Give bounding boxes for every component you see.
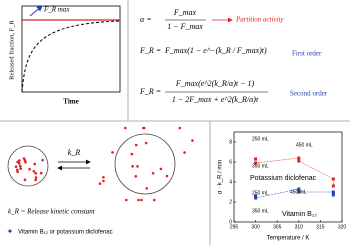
- dots: [14, 126, 194, 202]
- dot: [136, 165, 139, 168]
- legend-star: ✦: [7, 227, 14, 236]
- dot: [159, 167, 163, 171]
- legend-entry: Vitamin B₁₂: [282, 211, 317, 218]
- dot: [144, 141, 148, 145]
- annotation: 450 mL: [296, 142, 313, 148]
- dot: [28, 167, 31, 171]
- point: [331, 190, 335, 194]
- eq-lhs: F_R =: [139, 46, 161, 55]
- dot: [39, 171, 43, 175]
- capsule-large: [114, 133, 176, 195]
- point: [254, 194, 258, 198]
- point: [331, 184, 335, 188]
- legend-text: Vitamin B₁₂ or potassium diclofenac: [18, 230, 113, 236]
- definition: k_R = Release kinetic constant: [8, 208, 96, 216]
- x-tick-label: 295: [230, 224, 239, 230]
- x-label: Temperature / K: [267, 236, 310, 242]
- point: [254, 161, 258, 165]
- annotation: 250 mL: [252, 190, 269, 196]
- dot: [125, 198, 128, 202]
- eq-lhs: F_R =: [139, 87, 161, 96]
- dot: [17, 162, 21, 165]
- annotation: 250 mL: [252, 136, 269, 142]
- dot: [22, 157, 26, 160]
- point: [297, 159, 301, 163]
- rate-label: k_R: [68, 148, 81, 157]
- dot: [18, 164, 22, 168]
- dot: [102, 176, 105, 179]
- x-tick-label: 320: [338, 224, 347, 230]
- dot: [152, 198, 156, 202]
- annotation: 350 mL: [252, 163, 269, 169]
- dot: [178, 126, 182, 130]
- dot: [191, 139, 194, 142]
- dot: [111, 151, 114, 154]
- x-tick-label: 300: [251, 224, 260, 230]
- point: [254, 157, 258, 161]
- dot: [142, 126, 146, 130]
- y-tick-label: 2: [229, 199, 232, 205]
- eq-note: Second order: [290, 90, 328, 98]
- point: [297, 187, 301, 191]
- dot: [134, 175, 138, 178]
- eq-den: 1 − 2F_max + e^2(k_R/α)t: [172, 95, 259, 104]
- plot-frame: [233, 131, 343, 223]
- dot: [98, 182, 102, 185]
- annotation: 450 mL: [290, 189, 307, 195]
- dot: [145, 187, 149, 190]
- x-tick-label: 305: [273, 224, 282, 230]
- plot-frame: [21, 5, 121, 93]
- dot: [130, 152, 134, 156]
- point: [254, 196, 258, 200]
- arrow: [29, 5, 43, 17]
- y-tick-label: 0: [229, 219, 232, 225]
- dot: [32, 169, 36, 173]
- y-label: α · k_R / min: [218, 160, 224, 194]
- dot: [34, 176, 38, 179]
- dot: [137, 198, 140, 202]
- annotation: 350 mL: [252, 208, 269, 214]
- release-curve: [21, 20, 121, 93]
- eq-note: First order: [292, 50, 322, 58]
- dot: [14, 165, 18, 169]
- annotation: F_R max: [43, 6, 70, 14]
- point: [331, 177, 335, 181]
- x-tick-label: 310: [295, 224, 304, 230]
- y-label: Released fraction, F_R: [8, 19, 15, 79]
- eq-body: F_max(1 − e^−(k_R / F_max)t): [164, 46, 267, 55]
- point: [297, 156, 301, 160]
- eq-num: F_max: [173, 8, 197, 17]
- point: [331, 193, 335, 197]
- chart: 0 2 4 6 8 295 300 305 310 315 320 Temperature / K α …: [218, 131, 347, 242]
- dot: [183, 151, 186, 154]
- dot: [33, 162, 36, 166]
- dot: [19, 167, 23, 170]
- dot: [23, 178, 27, 182]
- eq-den: 1 − F_max: [167, 22, 203, 31]
- dot: [151, 171, 155, 175]
- dot: [165, 174, 169, 178]
- dot: [16, 170, 19, 174]
- legend-entry: Potassium diclofenac: [250, 175, 317, 182]
- dot: [41, 158, 44, 162]
- dot: [140, 198, 143, 202]
- dot: [124, 126, 127, 130]
- eq-num: F_max(e^2(k_R/α)t − 1): [175, 79, 255, 88]
- capsule-small: [7, 145, 49, 187]
- dot: [131, 165, 134, 168]
- dot: [102, 179, 105, 183]
- eq-lhs: α =: [140, 15, 152, 24]
- eq-note: Partition activity: [235, 16, 285, 24]
- y-tick-label: 4: [229, 179, 232, 185]
- y-tick-label: 6: [229, 159, 232, 165]
- dot: [34, 172, 38, 175]
- dot: [134, 143, 138, 147]
- x-label: Time: [63, 98, 78, 106]
- point: [297, 190, 301, 194]
- x-tick-label: 315: [316, 224, 325, 230]
- dot: [34, 178, 37, 182]
- y-tick-label: 8: [229, 139, 232, 145]
